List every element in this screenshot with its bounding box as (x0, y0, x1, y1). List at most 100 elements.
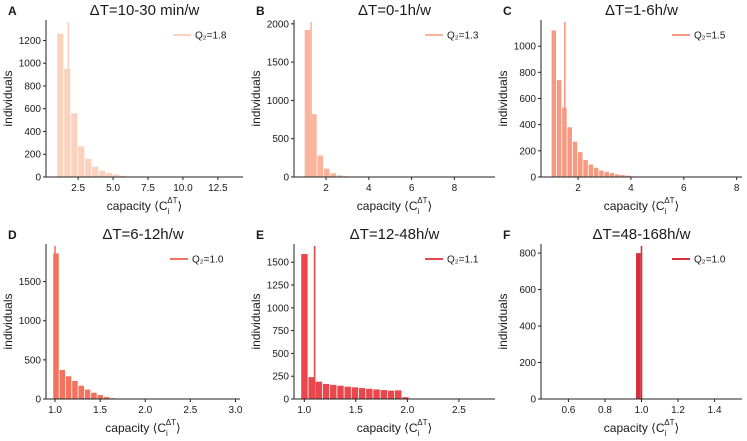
y-tick-label: 500 (272, 349, 289, 360)
y-tick-label: 750 (272, 326, 289, 337)
legend-label: Q₂=1.3 (447, 31, 479, 42)
histogram-bar (615, 174, 620, 177)
legend: Q₂=1.1 (425, 255, 479, 266)
y-axis-label: individuals (496, 70, 510, 126)
y-tick-label: 500 (24, 355, 41, 366)
panel-letter: C (503, 4, 512, 18)
histogram-bar (315, 381, 323, 399)
histogram-bar (583, 159, 588, 177)
histogram-bar (572, 141, 578, 177)
histogram-bar (330, 173, 336, 177)
histogram-bar (106, 173, 113, 177)
panel-c: C ΔT=1-6h/w Q₂=1.5 2 4 6 8 0 200 400 600 800 1000 ind… (496, 2, 742, 216)
x-tick-label: 7.5 (141, 183, 155, 194)
histogram-bar (344, 386, 351, 399)
panel-letter: E (256, 228, 264, 242)
legend: Q₂=1.8 (173, 31, 227, 42)
panel-f: F ΔT=48-168h/w Q₂=1.0 0.6 0.8 1.0 1.2 1.4 0 200 40… (496, 226, 742, 438)
y-tick-label: 0 (35, 395, 41, 406)
x-axis-label: capacity ⟨CiΔT⟩ (105, 418, 180, 438)
y-axis-label: individuals (496, 293, 510, 349)
legend-label: Q₂=1.5 (694, 31, 726, 42)
y-tick-label: 200 (519, 358, 536, 369)
legend-label: Q₂=1.0 (694, 255, 726, 266)
y-tick-label: 400 (519, 322, 536, 333)
histogram-bar (567, 127, 572, 177)
panel-letter: B (256, 4, 265, 18)
histogram-bar (59, 370, 66, 399)
histogram-bar (609, 173, 615, 177)
histogram-bar (311, 114, 317, 177)
y-tick-label: 200 (519, 146, 536, 157)
histogram-bar (351, 387, 359, 399)
histogram-bar (551, 30, 557, 177)
y-tick-label: 1000 (267, 303, 290, 314)
histogram-bar (99, 170, 106, 177)
histogram-bar (380, 390, 387, 399)
histogram-bar (103, 397, 110, 399)
histogram-bar (578, 152, 583, 177)
histogram-bar (625, 175, 631, 177)
y-tick-label: 500 (272, 134, 289, 145)
y-tick-label: 1250 (267, 281, 290, 292)
y-axis-label: individuals (1, 293, 15, 349)
y-axis-label: individuals (249, 70, 263, 126)
x-tick-label: 1.0 (297, 405, 311, 416)
chart-title: ΔT=6-12h/w (102, 226, 183, 243)
histogram-bar (556, 80, 562, 177)
y-tick-label: 1000 (514, 42, 537, 53)
x-tick-label: 8 (734, 183, 740, 194)
histogram-bar (97, 395, 103, 399)
histogram-bar (373, 389, 380, 399)
x-tick-label: 4 (366, 183, 372, 194)
x-tick-label: 2 (575, 183, 581, 194)
x-tick-label: 1.4 (708, 405, 722, 416)
histogram-bar (53, 253, 59, 399)
x-tick-label: 1.2 (671, 405, 685, 416)
x-tick-label: 2.0 (138, 405, 152, 416)
y-tick-label: 0 (35, 173, 41, 184)
histogram-bar (588, 164, 594, 177)
y-tick-label: 250 (272, 372, 289, 383)
histogram-bar (85, 158, 92, 177)
x-tick-label: 2.5 (452, 405, 466, 416)
histogram-bar (57, 33, 64, 178)
y-tick-label: 0 (530, 173, 536, 184)
y-tick-label: 0 (530, 395, 536, 406)
histogram-bar (65, 376, 72, 399)
histogram-bar (366, 388, 373, 399)
histogram-bar (64, 68, 71, 177)
panel-letter: A (8, 4, 17, 18)
legend-label: Q₂=1.8 (195, 31, 227, 42)
histogram-bar (120, 175, 127, 177)
histogram-bar (402, 397, 409, 399)
histogram-bar (322, 383, 330, 399)
y-tick-label: 400 (519, 120, 536, 131)
y-tick-label: 600 (24, 104, 41, 115)
histogram-bar (92, 166, 99, 177)
x-tick-label: 3.0 (229, 405, 243, 416)
panel-letter: F (503, 228, 510, 242)
x-tick-label: 2.0 (400, 405, 414, 416)
y-tick-label: 1200 (19, 36, 42, 47)
legend: Q₂=1.0 (672, 255, 726, 266)
chart-title: ΔT=48-168h/w (593, 226, 691, 243)
y-tick-label: 400 (24, 127, 41, 138)
y-axis-label: individuals (249, 293, 263, 349)
legend-label: Q₂=1.1 (447, 255, 479, 266)
legend: Q₂=1.3 (425, 31, 479, 42)
y-tick-label: 800 (519, 249, 536, 260)
histogram-bar (337, 385, 344, 399)
histogram-bar (636, 253, 641, 399)
y-tick-label: 200 (24, 150, 41, 161)
x-tick-label: 12.5 (208, 183, 228, 194)
y-tick-label: 1500 (267, 258, 290, 269)
y-tick-label: 600 (519, 94, 536, 105)
histogram-bar (599, 170, 604, 177)
x-tick-label: 1.5 (349, 405, 363, 416)
x-tick-label: 1.0 (635, 405, 649, 416)
histogram-bar (317, 155, 324, 177)
histogram-bar (604, 171, 609, 177)
histogram-bar (358, 388, 366, 399)
